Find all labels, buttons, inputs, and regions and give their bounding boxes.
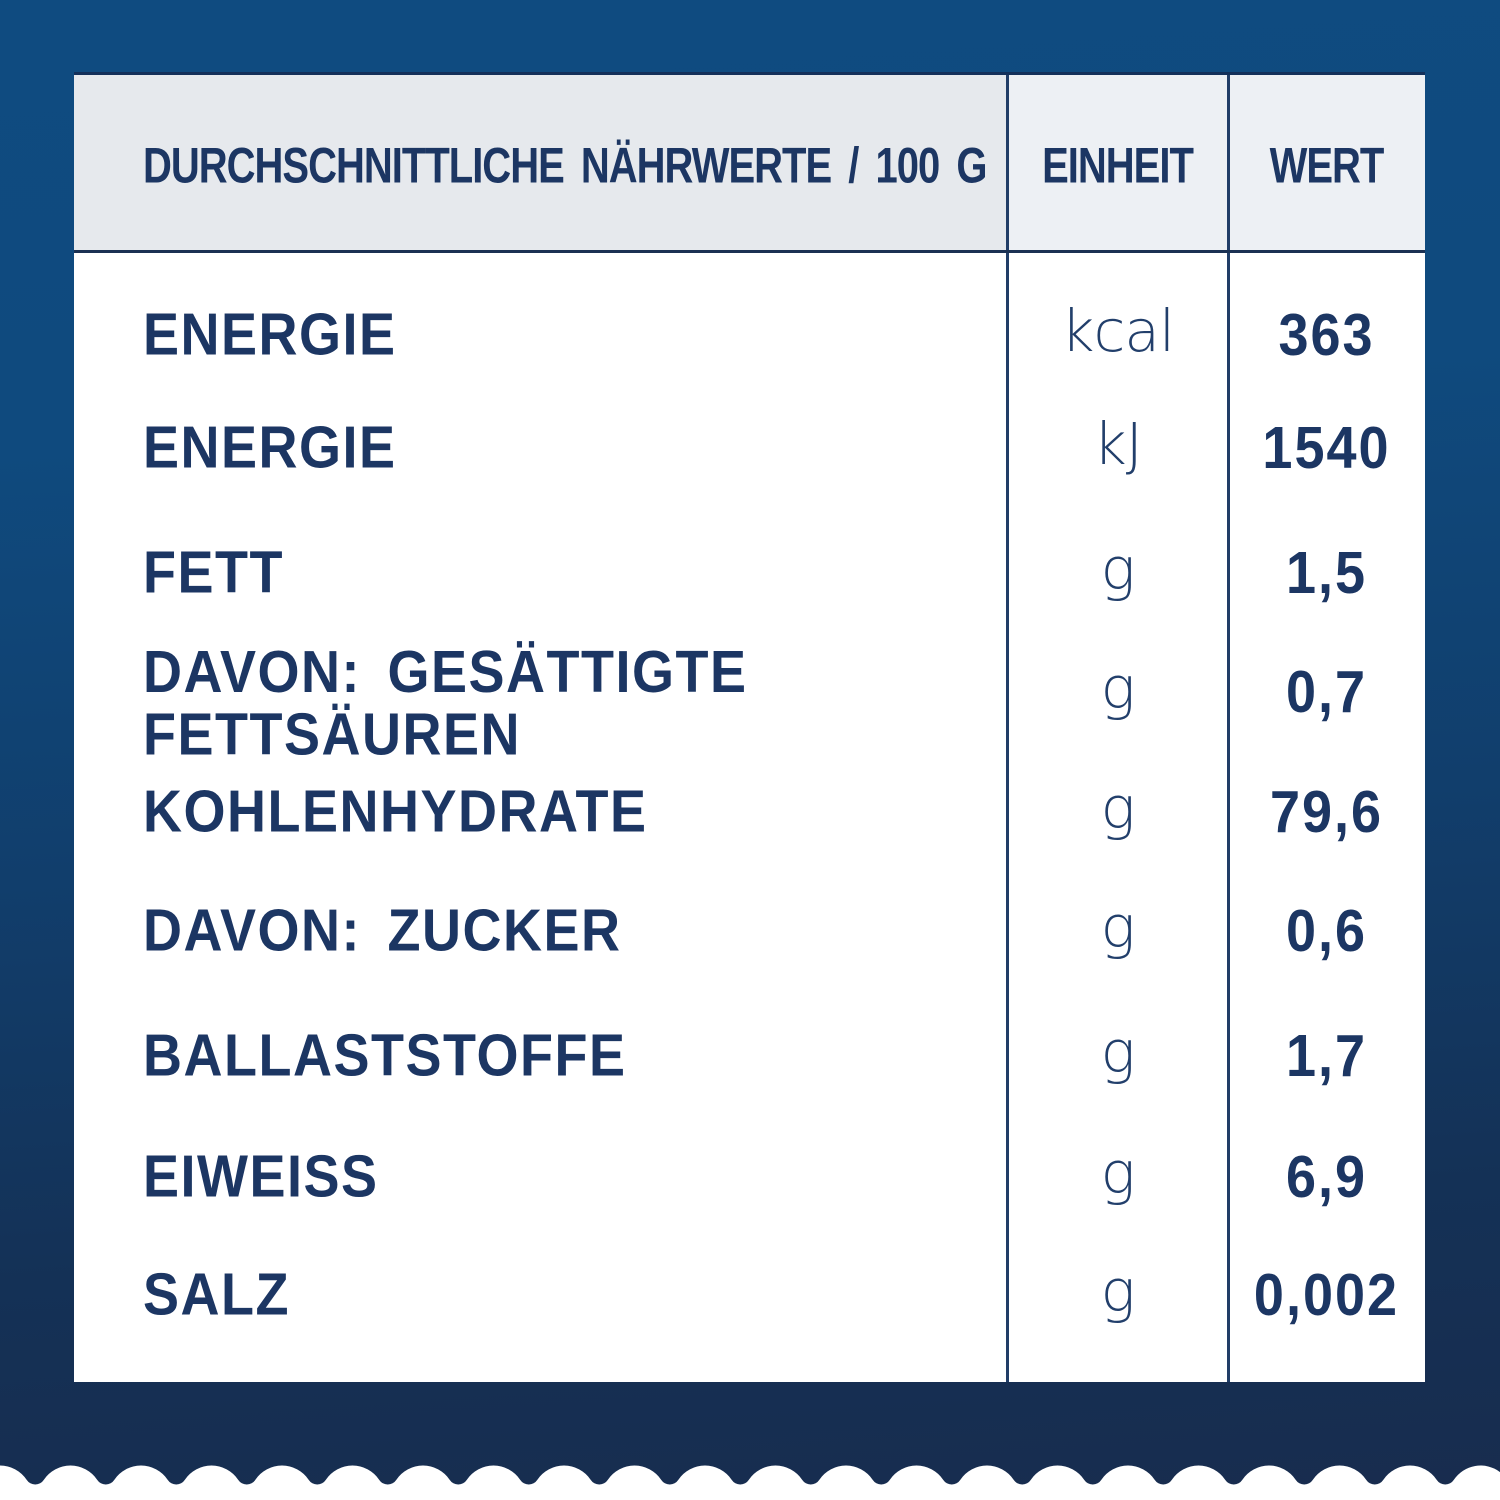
row-unit: kJ (1093, 410, 1143, 478)
row-label: FETT (143, 539, 284, 606)
row-value: 6,9 (1285, 1144, 1368, 1210)
row-unit: g (1100, 1257, 1136, 1325)
column-separator-1 (1006, 75, 1009, 1382)
nutrition-table-card: DURCHSCHNITTLICHE NÄHRWERTE / 100 G EINH… (74, 72, 1425, 1382)
row-label: SALZ (143, 1261, 290, 1328)
row-unit: g (1100, 1018, 1136, 1086)
table-header-band (74, 75, 1425, 252)
column-separator-2 (1227, 75, 1230, 1382)
row-unit: g (1100, 654, 1136, 722)
row-unit: g (1100, 774, 1136, 842)
row-value: 0,6 (1285, 898, 1368, 964)
row-value: 79,6 (1269, 779, 1384, 845)
row-value: 363 (1278, 302, 1375, 368)
row-unit: g (1100, 893, 1136, 961)
card-top-border (74, 72, 1425, 75)
row-value: 0,7 (1285, 659, 1368, 725)
row-value: 1540 (1262, 415, 1391, 481)
header-col-value: WERT (1269, 138, 1385, 194)
row-unit: kcal (1060, 297, 1175, 365)
row-value: 1,7 (1285, 1023, 1368, 1089)
header-col-unit: EINHEIT (1042, 138, 1194, 194)
row-label: ENERGIE (143, 414, 397, 481)
row-label: KOHLENHYDRATE (143, 778, 648, 845)
header-underline (74, 250, 1425, 253)
row-label: DAVON: ZUCKER (143, 897, 622, 964)
row-value: 1,5 (1285, 540, 1368, 606)
row-label: DAVON: GESÄTTIGTE FETTSÄUREN (143, 639, 748, 768)
header-col-nutrients: DURCHSCHNITTLICHE NÄHRWERTE / 100 G (143, 138, 987, 194)
header-right-band (1007, 75, 1425, 252)
row-label: BALLASTSTOFFE (143, 1022, 627, 1089)
row-value: 0,002 (1253, 1262, 1400, 1328)
row-label: ENERGIE (143, 301, 397, 368)
row-unit: g (1100, 1139, 1136, 1207)
row-label: EIWEISS (143, 1143, 379, 1210)
wave-path (0, 1465, 1500, 1500)
row-unit: g (1100, 535, 1136, 603)
